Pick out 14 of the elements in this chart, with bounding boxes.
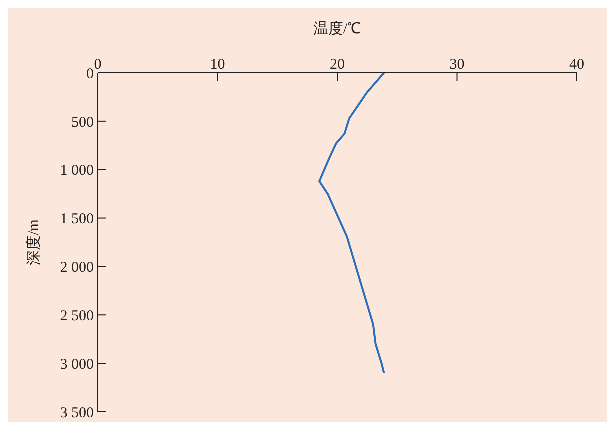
y-tick-label: 2 000 [60, 260, 94, 276]
x-tick-label: 40 [570, 57, 584, 73]
x-tick-label: 30 [450, 57, 465, 73]
y-tick-label: 1 500 [60, 212, 94, 228]
x-tick-label: 20 [330, 57, 345, 73]
line-series [318, 73, 386, 374]
y-tick-label: 2 500 [60, 308, 94, 324]
y-tick-label: 500 [72, 114, 94, 131]
x-tick-label: 10 [210, 57, 226, 73]
y-tick-label: 3 500 [60, 405, 94, 422]
y-tick-label: 3 000 [60, 356, 94, 373]
y-tick-label: 1 000 [60, 163, 94, 180]
x-axis-title: 温度/℃ [313, 20, 362, 38]
y-axis-title: 深度/m [25, 219, 42, 266]
